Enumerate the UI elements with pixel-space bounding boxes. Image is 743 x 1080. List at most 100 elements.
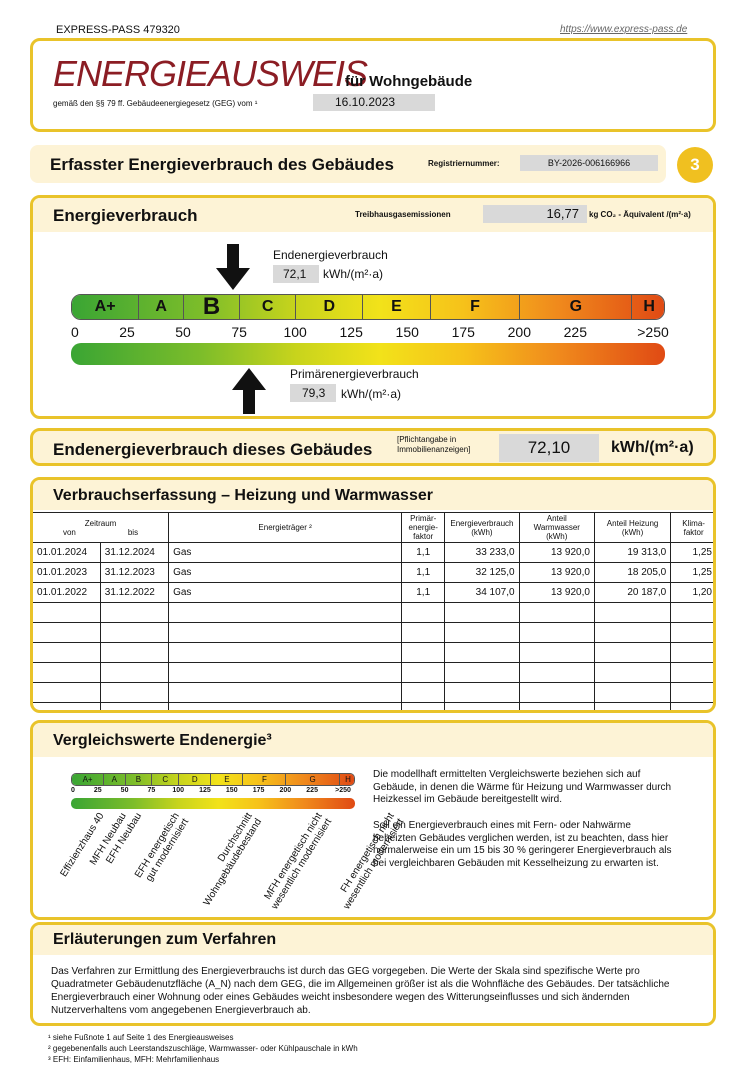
header-to: bis	[127, 527, 139, 537]
consumption-table: Zeitraum von bis Energieträger ² Primär-en…	[33, 512, 713, 710]
footnote-2: ² gegebenenfalls auch Leerstandszuschläg…	[48, 1044, 358, 1053]
primary-energy-value: 79,3	[290, 384, 336, 402]
table-row	[33, 702, 713, 710]
summary-unit: kWh/(m²·a)	[611, 439, 694, 456]
header-pef: Primär-energie-faktor	[401, 512, 446, 543]
table-row: 01.01.2023 31.12.2023 Gas 1,1 32 125,0 13 920…	[33, 562, 713, 583]
table-row: 01.01.2024 31.12.2024 Gas 1,1 33 233,0 13 920…	[33, 542, 713, 563]
cell-from: 01.01.2022	[33, 582, 101, 603]
cell-from	[33, 602, 101, 623]
cell-carrier	[168, 602, 403, 623]
cell-to	[99, 662, 170, 683]
cell-warmwater	[518, 702, 595, 710]
cell-to	[99, 702, 170, 710]
cell-usage	[444, 642, 520, 663]
explanation-text: Das Verfahren zur Ermittlung des Energie…	[51, 966, 670, 1016]
summary-note: [Pflichtangabe in Immobilienanzeigen]	[397, 435, 471, 454]
class-a: A	[104, 774, 126, 785]
cell-usage	[444, 662, 520, 683]
cell-pef	[401, 682, 446, 703]
reg-number: BY-2026-006166966	[520, 155, 658, 171]
energy-class-scale: A+ A B C D E F G H	[71, 294, 665, 320]
title-box: ENERGIEAUSWEIS für Wohngebäude gemäß den…	[30, 38, 716, 132]
class-e: E	[211, 774, 244, 785]
cell-pef: 1,1	[401, 562, 446, 583]
cell-carrier	[168, 682, 403, 703]
end-energy-value: 72,1	[273, 265, 319, 283]
cell-from: 01.01.2024	[33, 542, 101, 563]
title-main: ENERGIEAUSWEIS	[53, 53, 368, 94]
tick-label: 0	[71, 787, 75, 794]
cell-to	[99, 622, 170, 643]
tick-label: 125	[339, 324, 363, 340]
cell-from	[33, 642, 101, 663]
cell-from	[33, 622, 101, 643]
cell-to	[99, 602, 170, 623]
cell-pef: 1,1	[401, 542, 446, 563]
explanation-box: Erläuterungen zum Verfahren Das Verfahre…	[30, 922, 716, 1026]
class-a: A	[139, 295, 185, 319]
cell-heating	[593, 642, 672, 663]
cell-usage: 32 125,0	[444, 562, 520, 583]
class-d: D	[179, 774, 212, 785]
cell-carrier	[168, 622, 403, 643]
tick-label: 50	[175, 324, 191, 340]
cell-heating	[593, 682, 672, 703]
tick-label: 175	[451, 324, 475, 340]
comparison-label: EFH energetisch gut modernisiert	[132, 811, 191, 884]
tick-label: 75	[147, 787, 156, 794]
class-f: F	[243, 774, 287, 785]
issue-date: 16.10.2023	[313, 94, 435, 111]
tick-label: 225	[306, 787, 318, 794]
ghg-value: 16,77	[483, 205, 587, 223]
cell-usage	[444, 702, 520, 710]
class-g: G	[520, 295, 633, 319]
cell-pef	[401, 622, 446, 643]
class-a-plus: A+	[72, 774, 105, 785]
document-id: EXPRESS-PASS 479320	[56, 24, 180, 36]
cell-warmwater: 13 920,0	[518, 562, 595, 583]
cell-pef	[401, 602, 446, 623]
header-warmwater: Anteil Warmwasser (kWh)	[518, 512, 595, 543]
cell-carrier: Gas	[168, 542, 403, 563]
cell-heating: 20 187,0	[593, 582, 672, 603]
table-row	[33, 602, 713, 623]
tick-label: 25	[93, 787, 102, 794]
footnote-3: ³ EFH: Einfamilienhaus, MFH: Mehrfamilie…	[48, 1055, 220, 1064]
summary-value: 72,10	[499, 434, 599, 462]
cell-climate: 1,20	[670, 582, 713, 603]
cell-to	[99, 642, 170, 663]
header-from: von	[62, 527, 76, 537]
cell-warmwater	[518, 622, 595, 643]
header-climate: Klima-faktor	[670, 512, 713, 543]
end-energy-arrow-icon	[215, 244, 250, 290]
cell-warmwater	[518, 682, 595, 703]
cell-usage	[444, 682, 520, 703]
class-h: H	[345, 775, 351, 784]
website-link[interactable]: https://www.express-pass.de	[560, 24, 688, 35]
energy-title: Energieverbrauch	[53, 206, 198, 225]
cell-warmwater	[518, 602, 595, 623]
primary-energy-label: Primärenergieverbrauch	[290, 367, 419, 381]
cell-climate	[670, 702, 713, 710]
cell-usage	[444, 622, 520, 643]
cell-heating	[593, 702, 672, 710]
header-period: Zeitraum	[84, 518, 117, 528]
tick-label: 25	[119, 324, 135, 340]
cell-heating	[593, 662, 672, 683]
cell-carrier: Gas	[168, 562, 403, 583]
table-header: Zeitraum von bis Energieträger ² Primär-en…	[33, 512, 713, 543]
tick-label: 150	[225, 787, 238, 794]
class-b: B	[184, 295, 241, 319]
ghg-unit: kg CO₂ - Äquivalent /(m²·a)	[589, 210, 691, 219]
cell-to: 31.12.2022	[99, 582, 170, 603]
cell-climate: 1,25	[670, 542, 713, 563]
ghg-label: Treibhausgasemissionen	[355, 210, 451, 219]
reg-label: Registriernummer:	[428, 159, 500, 168]
end-energy-label: Endenergieverbrauch	[273, 248, 388, 262]
explanation-title: Erläuterungen zum Verfahren	[53, 931, 277, 948]
table-row	[33, 682, 713, 703]
cell-from	[33, 682, 101, 703]
class-c: C	[240, 295, 297, 319]
cell-climate: 1,25	[670, 562, 713, 583]
